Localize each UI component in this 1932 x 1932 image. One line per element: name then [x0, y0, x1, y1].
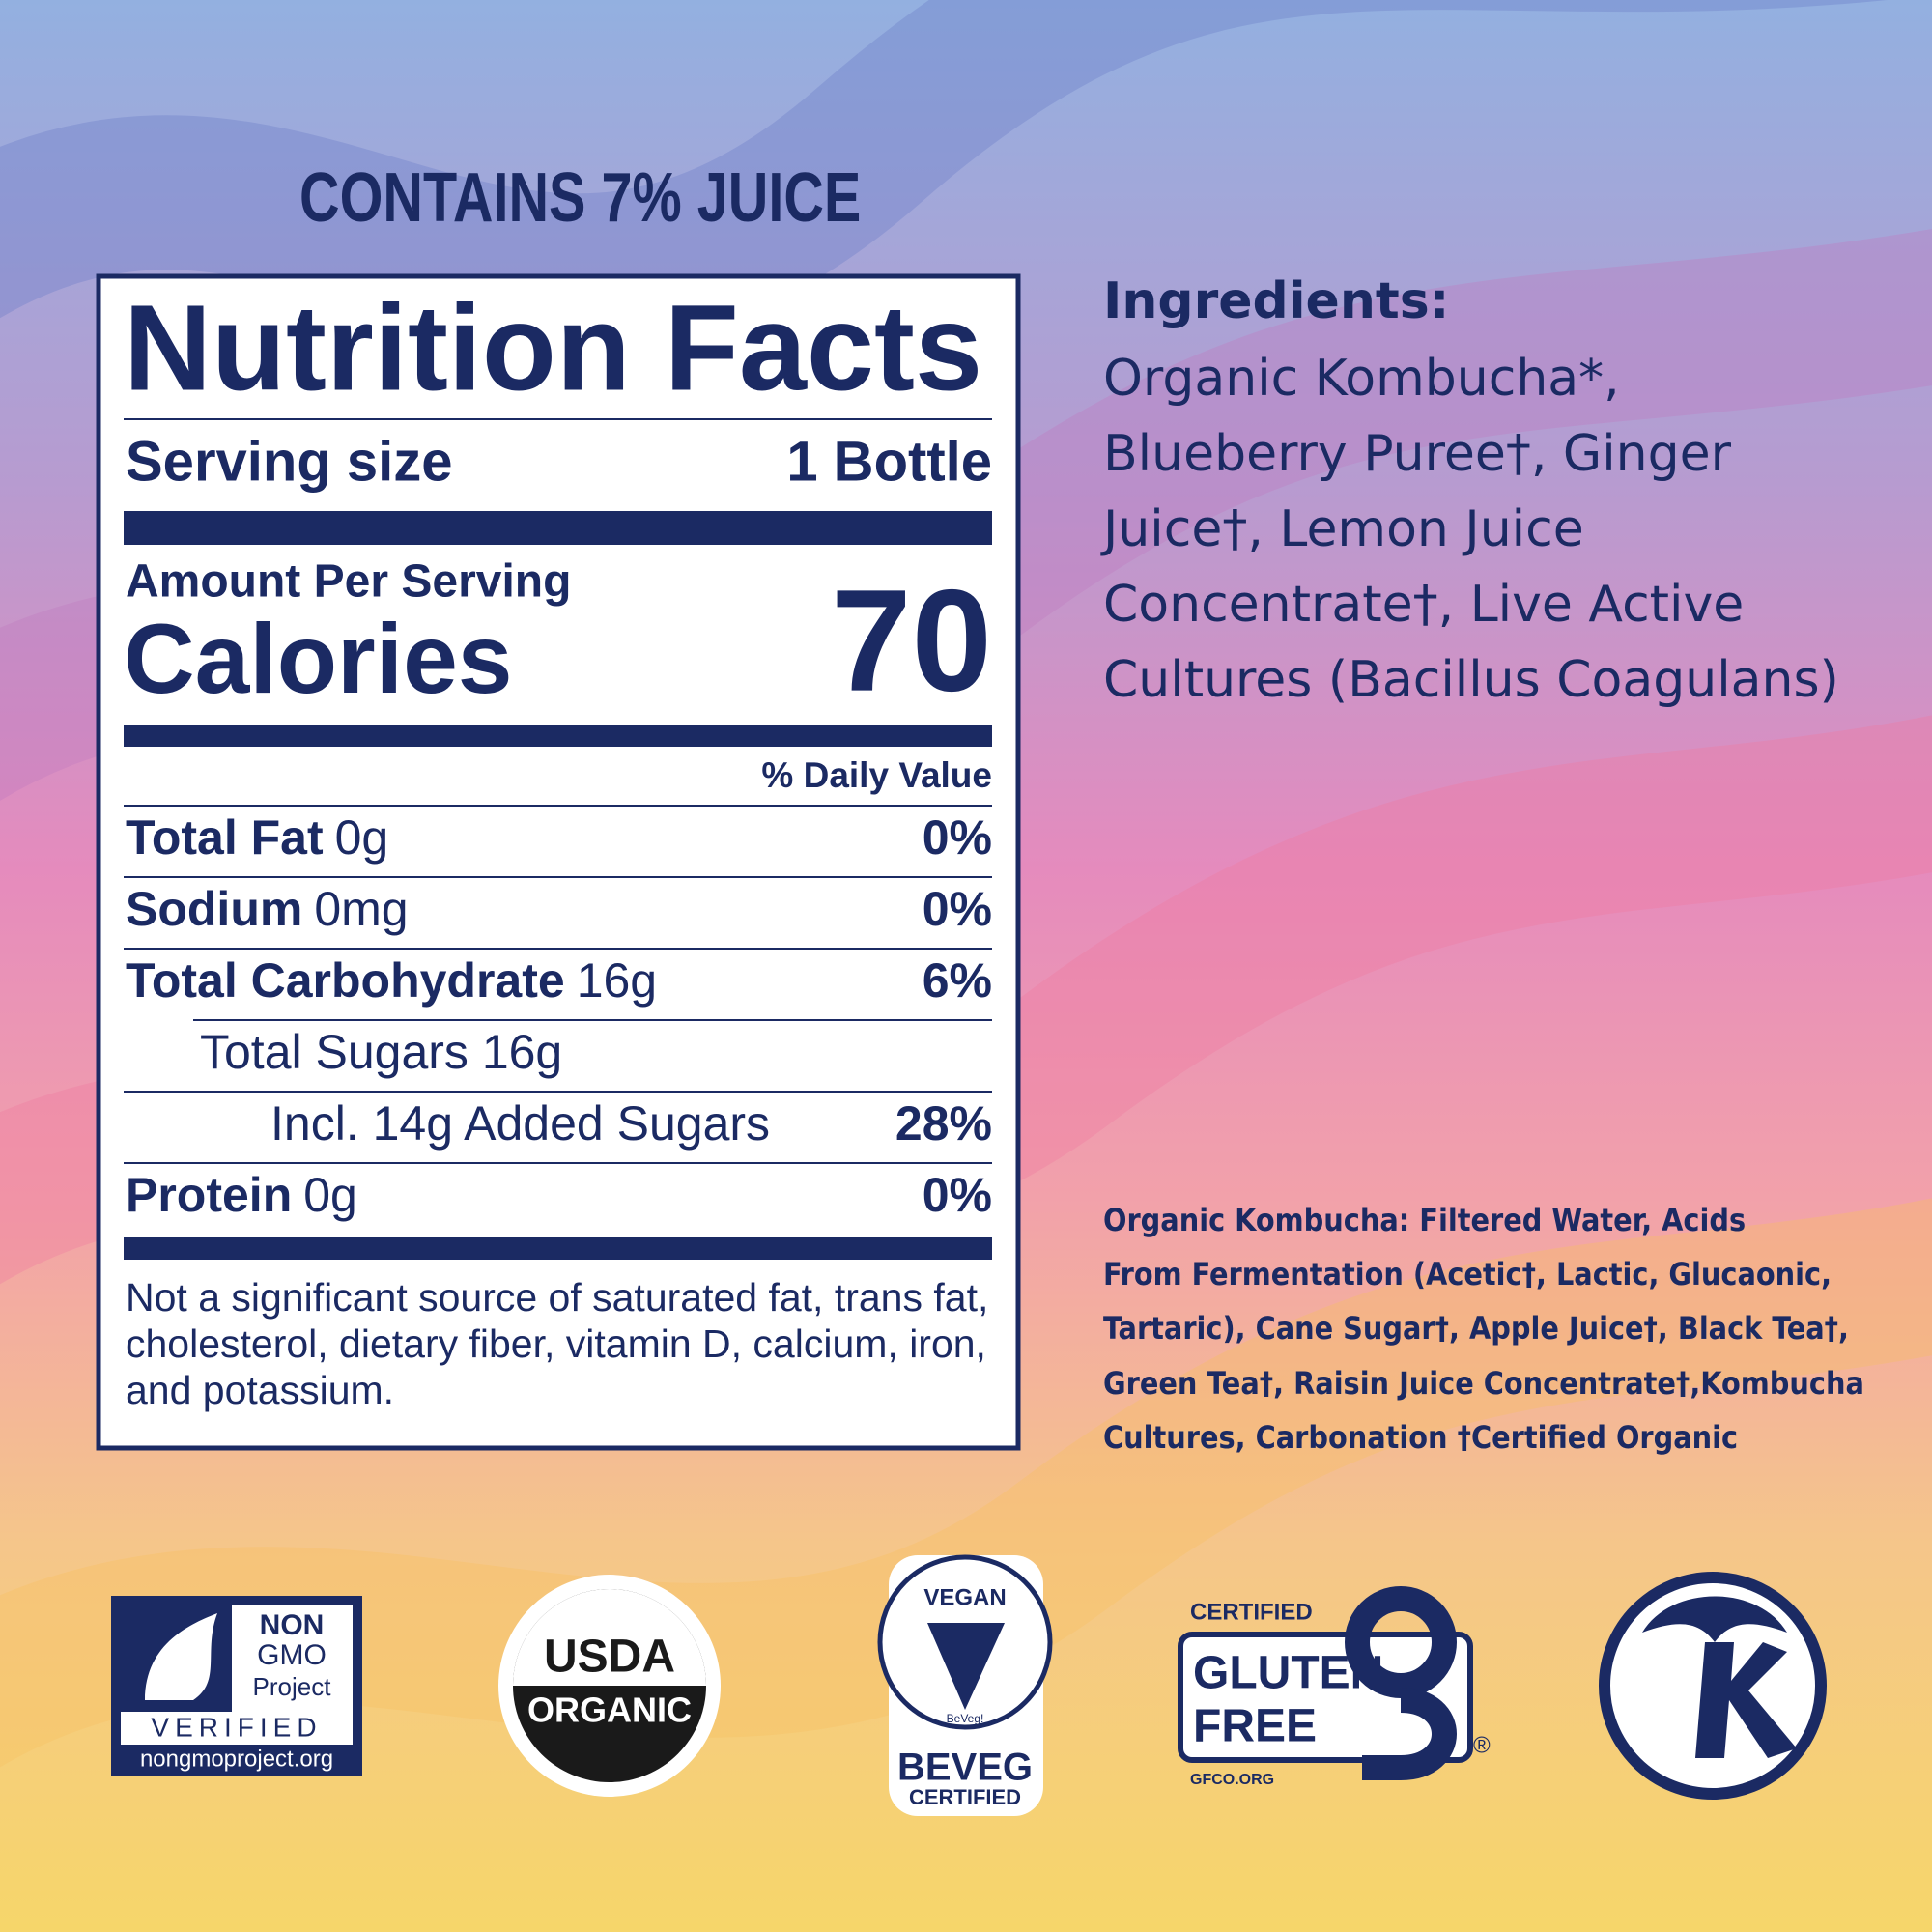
logo-text: USDA [544, 1632, 675, 1683]
logo-text: ORGANIC [527, 1690, 692, 1730]
nutrient-label: Sodium 0mg [126, 882, 409, 936]
logo-text: GMO [257, 1639, 327, 1671]
logo-text: ® [1473, 1732, 1491, 1758]
brand-logo [1599, 1572, 1827, 1800]
ingredient-line: Concentrate†, Live Active [1103, 576, 1744, 634]
nutrient-name: Sodium [126, 882, 302, 936]
gluten-logo: CERTIFIED GLUTEN FREE GFCO.ORG ® [1178, 1586, 1491, 1788]
amount-label: Amount Per Serving [126, 556, 571, 608]
ingredient-line: Organic Kombucha*, [1103, 350, 1620, 408]
logo-text: Project [253, 1672, 332, 1701]
ingredients-title: Ingredients: [1103, 272, 1449, 330]
ingredient-line: Blueberry Puree†, Ginger [1103, 425, 1732, 483]
nutrient-name: Total Carbohydrate [126, 953, 565, 1008]
kombucha-note: Organic Kombucha: Filtered Water, Acids [1103, 1202, 1746, 1238]
nutrient-amount: 0mg [314, 882, 408, 936]
serving-label: Serving size [126, 430, 452, 493]
nutrient-name: Total Fat [126, 810, 324, 865]
footnote: and potassium. [126, 1368, 394, 1412]
logo-text: BeVeg! [947, 1712, 984, 1725]
nongmo-logo: NON GMO Project VERIFIED nongmoproject.o… [111, 1596, 362, 1776]
nutrient-name: Incl. 14g Added Sugars [270, 1096, 770, 1151]
daily-value: 0% [923, 810, 992, 865]
calories-label: Calories [124, 604, 513, 714]
serving-value: 1 Bottle [786, 430, 992, 493]
thick-rule [124, 511, 992, 545]
kombucha-note: Cultures, Carbonation †Certified Organic [1103, 1419, 1738, 1456]
daily-value: 0% [923, 882, 992, 936]
kombucha-note: Tartaric), Cane Sugar†, Apple Juice†, Bl… [1103, 1310, 1849, 1347]
nutrient-name: Protein [126, 1168, 292, 1222]
footnote: cholesterol, dietary fiber, vitamin D, c… [126, 1321, 986, 1366]
logo-text: CERTIFIED [1190, 1599, 1313, 1625]
nutrient-label: Total Sugars 16g [200, 1025, 562, 1079]
logo-text: GFCO.ORG [1190, 1772, 1274, 1788]
usda-logo: USDA ORGANIC [498, 1575, 721, 1797]
logo-text: VERIFIED [151, 1712, 322, 1742]
daily-value: 0% [923, 1168, 992, 1222]
beveg-logo: VEGAN BeVeg! BEVEG CERTIFIED [877, 1554, 1053, 1816]
dv-header: % Daily Value [761, 755, 992, 795]
logo-text: CERTIFIED [909, 1785, 1021, 1809]
logo-text: VEGAN [923, 1584, 1006, 1610]
footnote: Not a significant source of saturated fa… [126, 1275, 988, 1320]
logo-text: nongmoproject.org [140, 1746, 333, 1772]
daily-value: 28% [895, 1096, 992, 1151]
logo-text: NON [260, 1609, 325, 1641]
nutrient-label: Incl. 14g Added Sugars [270, 1096, 770, 1151]
nutrient-amount: 0g [335, 810, 389, 865]
daily-value: 6% [923, 953, 992, 1008]
calories-value: 70 [831, 559, 992, 722]
kombucha-note: Green Tea†, Raisin Juice Concentrate†,Ko… [1103, 1365, 1864, 1402]
nutrient-label: Total Fat 0g [126, 810, 388, 865]
logo-text: BEVEG [897, 1747, 1033, 1789]
kombucha-note: From Fermentation (Acetic†, Lactic, Gluc… [1103, 1256, 1832, 1293]
thick-rule [124, 724, 992, 747]
juice-label: CONTAINS 7% JUICE [299, 158, 861, 237]
logo-text: FREE [1193, 1701, 1317, 1752]
nutrient-label: Total Carbohydrate 16g [126, 953, 657, 1008]
nutrient-amount: 0g [303, 1168, 357, 1222]
ingredient-line: Cultures (Bacillus Coagulans) [1103, 651, 1839, 709]
nutrient-rows: Total Fat 0g 0%Sodium 0mg 0%Total Carbohydra… [124, 805, 992, 1222]
nutrient-name: Total Sugars 16g [200, 1025, 562, 1079]
nutrient-label: Protein 0g [126, 1168, 357, 1222]
thick-rule [124, 1237, 992, 1260]
ingredient-line: Juice†, Lemon Juice [1100, 500, 1584, 558]
nutrient-amount: 16g [577, 953, 657, 1008]
nutrition-title: Nutrition Facts [124, 279, 982, 415]
